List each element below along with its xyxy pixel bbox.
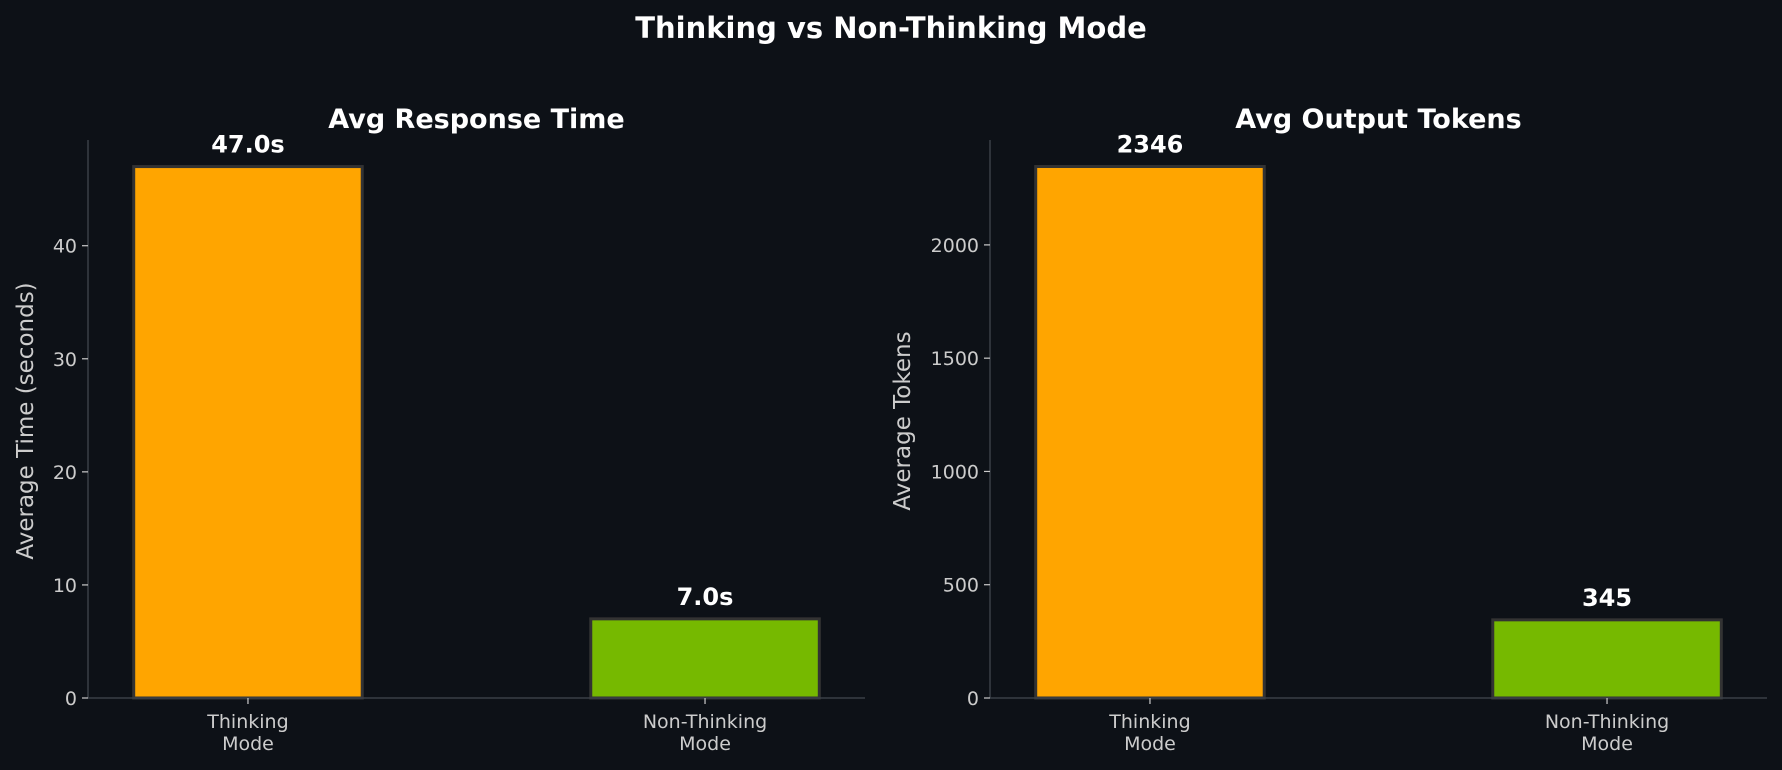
y-tick-label: 10: [53, 575, 77, 597]
bar-value-label: 2346: [1117, 131, 1184, 159]
bar: [132, 165, 364, 700]
x-tick-label-line: Mode: [222, 733, 274, 755]
bar-value-label: 345: [1582, 584, 1632, 612]
y-tick-label: 40: [53, 236, 77, 258]
x-tick-label-line: Mode: [679, 733, 731, 755]
bar: [1034, 165, 1266, 700]
y-tick-label: 0: [967, 688, 979, 710]
x-tick-label: Non-Thinking Mode: [1545, 711, 1669, 755]
y-tick-label: 30: [53, 349, 77, 371]
y-tick-label: 20: [53, 462, 77, 484]
x-tick-label-line: Mode: [1124, 733, 1176, 755]
y-axis-label: Average Time (seconds): [13, 282, 39, 559]
x-tick-label-line: Thinking: [1108, 711, 1190, 733]
x-tick-label: Thinking Mode: [1108, 711, 1190, 755]
figure-title: Thinking vs Non-Thinking Mode: [635, 11, 1147, 45]
bar: [1491, 618, 1723, 700]
x-tick-label-line: Non-Thinking: [1545, 711, 1669, 733]
y-tick-label: 2000: [931, 235, 979, 257]
bar-value-label: 47.0s: [211, 131, 285, 159]
x-tick-label: Non-Thinking Mode: [643, 711, 767, 755]
y-tick-label: 1000: [931, 461, 979, 483]
y-tick-label: 0: [65, 688, 77, 710]
x-tick-label-line: Non-Thinking: [643, 711, 767, 733]
bar: [589, 617, 821, 700]
x-tick-label-line: Mode: [1581, 733, 1633, 755]
y-tick-label: 500: [943, 575, 979, 597]
x-tick-label-line: Thinking: [206, 711, 288, 733]
bar-value-label: 7.0s: [677, 583, 734, 611]
x-tick-label: Thinking Mode: [206, 711, 288, 755]
subplot-title: Avg Output Tokens: [1235, 104, 1521, 135]
subplot-title: Avg Response Time: [328, 104, 624, 135]
y-tick-label: 1500: [931, 348, 979, 370]
y-axis-label: Average Tokens: [890, 331, 916, 510]
